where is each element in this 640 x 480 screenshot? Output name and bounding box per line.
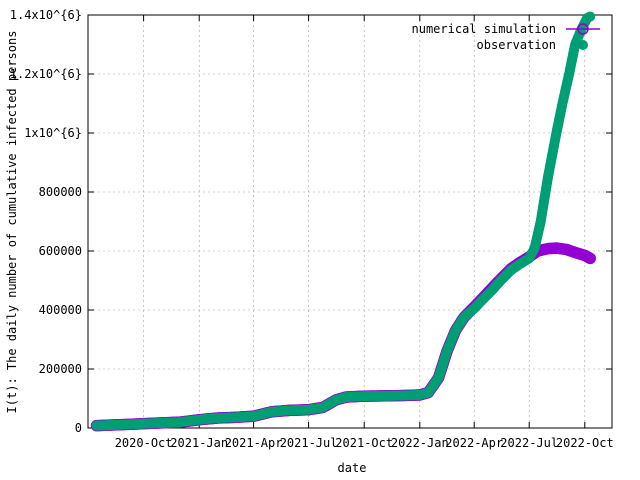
grid bbox=[88, 15, 612, 428]
x-tick-label: 2021-Apr bbox=[225, 436, 283, 450]
legend-key-observation bbox=[578, 40, 588, 50]
x-tick-label: 2022-Jul bbox=[500, 436, 558, 450]
y-tick-label: 0 bbox=[75, 421, 82, 435]
x-tick-label: 2020-Oct bbox=[115, 436, 173, 450]
series-observation bbox=[91, 11, 596, 431]
legend-label-observation: observation bbox=[477, 38, 556, 52]
y-tick-label: 400000 bbox=[39, 303, 82, 317]
y-axis-label: I(t): The daily number of cumulative inf… bbox=[5, 31, 19, 414]
x-tick-label: 2022-Jan bbox=[391, 436, 449, 450]
y-tick-label: 600000 bbox=[39, 244, 82, 258]
y-tick-label: 1.2x10^{6} bbox=[10, 67, 82, 81]
y-axis: 0 200000 400000 600000 800000 1x10^{6} 1.2x10^… bbox=[10, 8, 612, 435]
legend: numerical simulation observation bbox=[412, 22, 600, 52]
simulation-point bbox=[584, 252, 596, 265]
observation-point bbox=[585, 11, 596, 22]
y-tick-label: 1.4x10^{6} bbox=[10, 8, 82, 22]
legend-key-simulation bbox=[566, 23, 600, 35]
x-tick-label: 2021-Oct bbox=[335, 436, 393, 450]
x-tick-label: 2021-Jan bbox=[170, 436, 228, 450]
x-tick-label: 2022-Oct bbox=[556, 436, 614, 450]
legend-marker-observation bbox=[578, 40, 588, 50]
x-tick-label: 2021-Jul bbox=[280, 436, 338, 450]
plot-frame bbox=[87, 14, 613, 429]
y-tick-label: 200000 bbox=[39, 362, 82, 376]
x-axis-label: date bbox=[338, 461, 367, 475]
series-layer bbox=[90, 11, 596, 432]
legend-label-simulation: numerical simulation bbox=[412, 22, 557, 36]
x-axis: 2020-Oct2021-Jan2021-Apr2021-Jul2021-Oct… bbox=[115, 15, 614, 450]
legend-marker-simulation bbox=[577, 23, 589, 35]
x-tick-label: 2022-Apr bbox=[445, 436, 503, 450]
y-tick-label: 800000 bbox=[39, 185, 82, 199]
y-tick-label: 1x10^{6} bbox=[24, 126, 82, 140]
